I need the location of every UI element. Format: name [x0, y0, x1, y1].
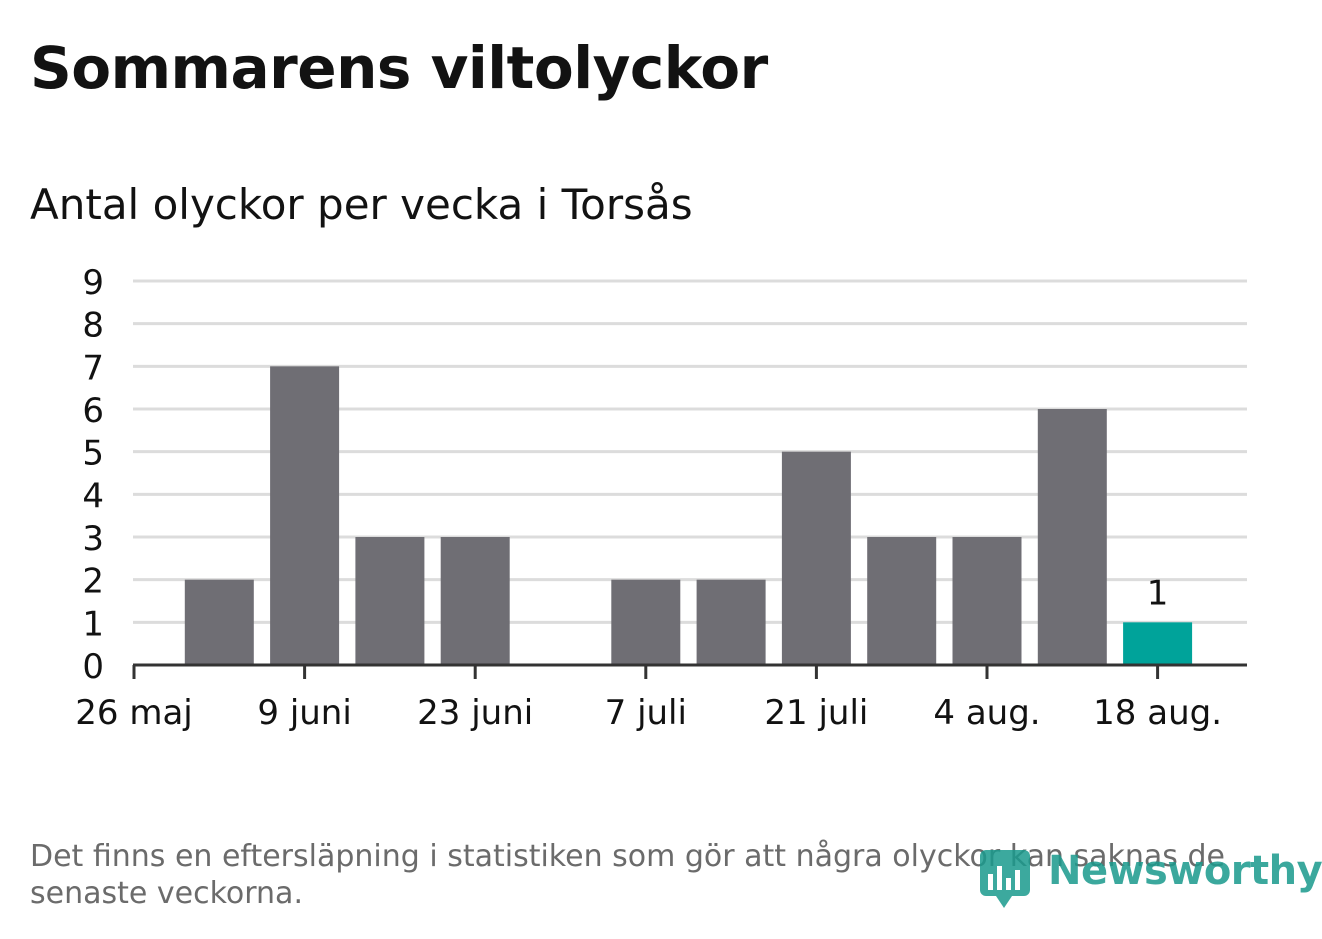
bars: [184, 366, 1193, 665]
y-tick-label: 6: [82, 391, 104, 431]
x-tick-label: 9 juni: [257, 693, 351, 733]
y-tick-label: 0: [82, 647, 104, 687]
bar: [1123, 622, 1193, 665]
bar: [781, 451, 851, 665]
bar: [867, 537, 937, 665]
x-tick-label: 21 juli: [764, 693, 868, 733]
bar: [611, 579, 681, 665]
data-label: 1: [1147, 573, 1169, 613]
bar: [1037, 409, 1107, 665]
newsworthy-logo: Newsworthy: [978, 842, 1322, 912]
bar: [355, 537, 425, 665]
y-tick-label: 1: [82, 604, 104, 644]
x-tick-label: 18 aug.: [1093, 693, 1222, 733]
y-tick-label: 2: [82, 562, 104, 602]
bar: [696, 579, 766, 665]
chart-subtitle: Antal olyckor per vecka i Torsås: [30, 180, 693, 229]
y-tick-label: 4: [82, 476, 104, 516]
y-tick-label: 9: [82, 263, 104, 303]
y-tick-label: 8: [82, 306, 104, 346]
bar: [440, 537, 510, 665]
chart-title: Sommarens viltolyckor: [30, 34, 768, 102]
y-tick-label: 3: [82, 519, 104, 559]
axes: [132, 663, 1247, 679]
x-tick-label: 23 juni: [417, 693, 533, 733]
bar: [952, 537, 1022, 665]
bar: [184, 579, 254, 665]
x-tick-label: 4 aug.: [933, 693, 1040, 733]
newsworthy-logo-text: Newsworthy: [1048, 848, 1322, 894]
x-tick-label: 7 juli: [605, 693, 687, 733]
y-tick-label: 7: [82, 348, 104, 388]
y-tick-label: 5: [82, 434, 104, 474]
bar: [270, 366, 340, 665]
x-tick-label: 26 maj: [75, 693, 192, 733]
newsworthy-logo-icon: [980, 850, 1030, 908]
